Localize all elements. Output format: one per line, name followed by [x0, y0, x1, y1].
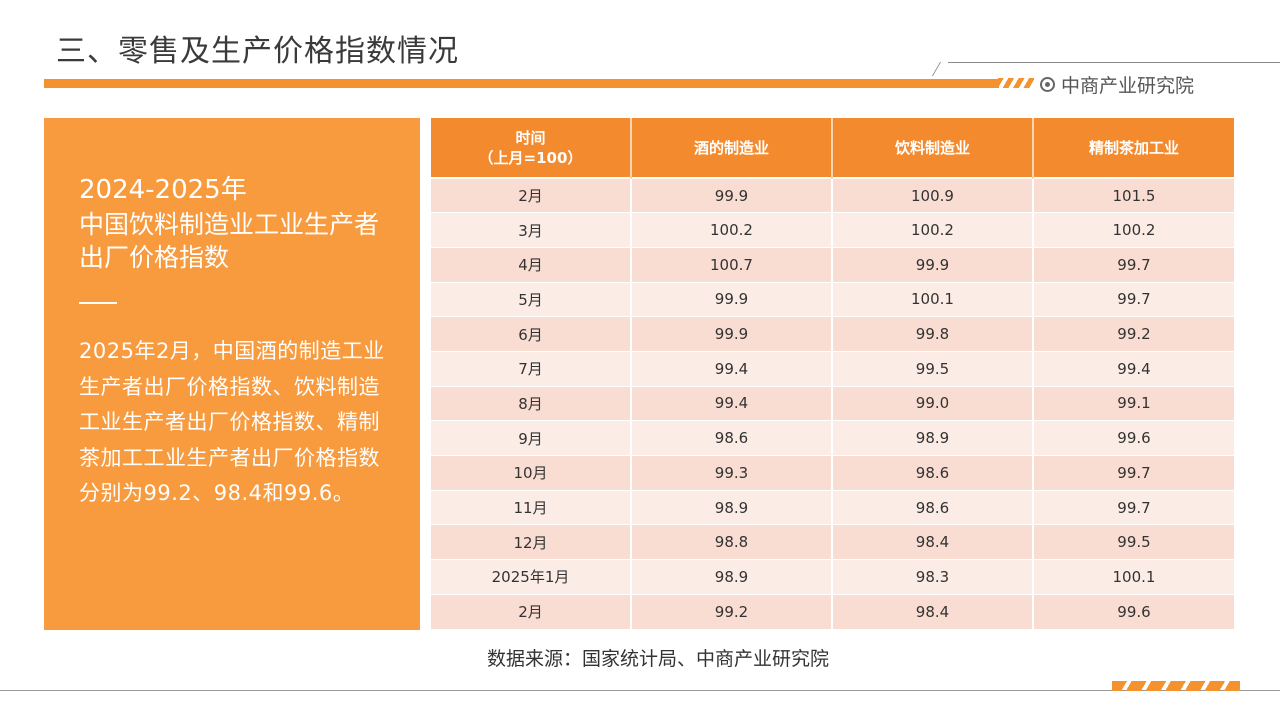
price-index-table: 时间 （上月=100） 酒的制造业 饮料制造业 精制茶加工业 2月 99.9 100… [431, 118, 1234, 629]
header-liquor: 酒的制造业 [631, 118, 833, 178]
table-row: 8月 99.4 99.0 99.1 [431, 385, 1234, 421]
cell-beverage: 98.6 [832, 489, 1034, 525]
cell-tea: 99.6 [1033, 593, 1234, 629]
cell-time: 10月 [431, 455, 632, 491]
cell-tea: 99.4 [1033, 350, 1234, 387]
cell-beverage: 98.4 [832, 524, 1034, 560]
cell-liquor: 98.9 [631, 559, 833, 595]
cell-time: 2月 [431, 177, 632, 213]
cell-tea: 99.7 [1033, 246, 1234, 283]
cell-liquor: 99.9 [631, 177, 833, 213]
cell-time: 4月 [431, 246, 632, 283]
cell-liquor: 99.9 [631, 281, 833, 317]
cell-tea: 99.2 [1033, 316, 1234, 352]
brand-logo: 中商产业研究院 [1040, 71, 1194, 97]
cell-liquor: 98.8 [631, 524, 833, 560]
target-circle-icon [1040, 76, 1055, 92]
cell-time: 5月 [431, 281, 632, 317]
source-note: 数据来源：国家统计局、中商产业研究院 [486, 648, 829, 670]
table-row: 2月 99.9 100.9 101.5 [431, 177, 1234, 213]
footer-rule-line [0, 690, 1280, 691]
cell-beverage: 99.9 [832, 246, 1034, 283]
cell-tea: 101.5 [1033, 177, 1234, 213]
table-row: 2月 99.2 98.4 99.6 [431, 593, 1234, 629]
table-header-row: 时间 （上月=100） 酒的制造业 饮料制造业 精制茶加工业 [431, 118, 1234, 178]
table-body: 2月 99.9 100.9 101.5 3月 100.2 100.2 100.2 4月 100.7… [431, 177, 1234, 629]
cell-time: 11月 [431, 489, 632, 525]
table-row: 6月 99.9 99.8 99.2 [431, 316, 1234, 352]
cell-tea: 100.1 [1033, 559, 1234, 595]
header-time: 时间 （上月=100） [431, 118, 632, 178]
table-row: 4月 100.7 99.9 99.7 [431, 246, 1234, 283]
cell-beverage: 100.1 [832, 281, 1034, 317]
cell-beverage: 98.9 [832, 420, 1034, 456]
cell-tea: 99.6 [1033, 420, 1234, 456]
cell-time: 6月 [431, 316, 632, 352]
title-stripes-decoration [998, 78, 1034, 88]
cell-liquor: 99.4 [631, 385, 833, 421]
cell-beverage: 98.4 [832, 593, 1034, 629]
cell-time: 2025年1月 [431, 559, 632, 595]
header-tea: 精制茶加工业 [1033, 118, 1234, 178]
cell-beverage: 99.5 [832, 350, 1034, 387]
cell-tea: 99.7 [1033, 489, 1234, 525]
brand-name: 中商产业研究院 [1061, 74, 1195, 97]
header-rule-slant [931, 62, 941, 76]
cell-tea: 99.7 [1033, 455, 1234, 491]
cell-time: 3月 [431, 212, 632, 248]
panel-body-text: 2025年2月，中国酒的制造工业生产者出厂价格指数、饮料制造工业生产者出厂价格指… [79, 339, 385, 505]
cell-liquor: 99.4 [631, 350, 833, 387]
title-accent-bar [44, 79, 999, 88]
cell-tea: 100.2 [1033, 212, 1234, 248]
cell-beverage: 98.3 [832, 559, 1034, 595]
panel-year: 2024-2025年 [79, 175, 247, 205]
cell-liquor: 99.9 [631, 316, 833, 352]
table-row: 3月 100.2 100.2 100.2 [431, 212, 1234, 248]
cell-beverage: 100.2 [832, 212, 1034, 248]
summary-panel: 2024-2025年 中国饮料制造业工业生产者出厂价格指数 2025年2月，中国… [44, 118, 420, 630]
cell-liquor: 99.2 [631, 593, 833, 629]
table-row: 9月 98.6 98.9 99.6 [431, 420, 1234, 456]
table-row: 5月 99.9 100.1 99.7 [431, 281, 1234, 317]
cell-liquor: 100.7 [631, 246, 833, 283]
cell-liquor: 98.6 [631, 420, 833, 456]
cell-time: 12月 [431, 524, 632, 560]
cell-beverage: 98.6 [832, 455, 1034, 491]
header-beverage: 饮料制造业 [832, 118, 1034, 178]
table-row: 10月 99.3 98.6 99.7 [431, 455, 1234, 491]
table-row: 2025年1月 98.9 98.3 100.1 [431, 559, 1234, 595]
cell-beverage: 99.0 [832, 385, 1034, 421]
table-row: 12月 98.8 98.4 99.5 [431, 524, 1234, 560]
panel-heading: 中国饮料制造业工业生产者出厂价格指数 [79, 210, 380, 272]
cell-time: 7月 [431, 350, 632, 387]
cell-tea: 99.1 [1033, 385, 1234, 421]
table-row: 11月 98.9 98.6 99.7 [431, 489, 1234, 525]
cell-liquor: 99.3 [631, 455, 833, 491]
cell-beverage: 100.9 [832, 177, 1034, 213]
header-rule-line [948, 62, 1280, 63]
cell-liquor: 98.9 [631, 489, 833, 525]
cell-time: 8月 [431, 385, 632, 421]
footer-stripes-decoration [1112, 681, 1240, 691]
table-row: 7月 99.4 99.5 99.4 [431, 350, 1234, 387]
cell-liquor: 100.2 [631, 212, 833, 248]
cell-time: 9月 [431, 420, 632, 456]
header-time-label: 时间 （上月=100） [478, 128, 583, 167]
cell-tea: 99.7 [1033, 281, 1234, 317]
cell-tea: 99.5 [1033, 524, 1234, 560]
page-title: 三、零售及生产价格指数情况 [56, 34, 459, 69]
cell-time: 2月 [431, 593, 632, 629]
cell-beverage: 99.8 [832, 316, 1034, 352]
panel-divider [79, 302, 117, 304]
